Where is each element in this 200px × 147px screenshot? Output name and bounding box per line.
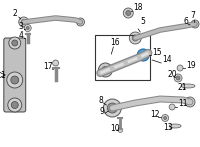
Circle shape bbox=[102, 66, 109, 74]
Text: 11: 11 bbox=[178, 99, 188, 108]
Text: 3: 3 bbox=[18, 22, 23, 31]
Circle shape bbox=[26, 26, 29, 30]
Text: 19: 19 bbox=[186, 61, 196, 70]
Text: 18: 18 bbox=[133, 3, 143, 12]
Text: 2: 2 bbox=[12, 9, 17, 18]
Circle shape bbox=[110, 106, 114, 110]
Text: 4: 4 bbox=[18, 31, 23, 40]
Circle shape bbox=[162, 115, 169, 122]
Text: 8: 8 bbox=[98, 96, 103, 105]
Text: 6: 6 bbox=[184, 17, 188, 26]
Circle shape bbox=[129, 32, 141, 44]
FancyBboxPatch shape bbox=[4, 38, 26, 112]
Text: 13: 13 bbox=[163, 123, 173, 132]
Text: 12: 12 bbox=[150, 110, 160, 119]
Circle shape bbox=[141, 52, 146, 57]
Circle shape bbox=[24, 25, 31, 31]
Circle shape bbox=[103, 99, 121, 117]
Bar bbox=[95, 35, 150, 80]
Text: 20: 20 bbox=[167, 70, 177, 79]
Ellipse shape bbox=[169, 124, 181, 128]
Circle shape bbox=[174, 74, 182, 82]
Circle shape bbox=[21, 20, 26, 25]
Text: 7: 7 bbox=[191, 11, 195, 20]
Text: 17: 17 bbox=[43, 62, 52, 71]
Circle shape bbox=[107, 103, 117, 113]
Ellipse shape bbox=[181, 84, 195, 88]
Circle shape bbox=[19, 17, 29, 27]
Circle shape bbox=[169, 104, 175, 110]
Circle shape bbox=[123, 8, 133, 18]
Circle shape bbox=[137, 49, 149, 61]
Text: 10: 10 bbox=[111, 124, 120, 133]
Text: 16: 16 bbox=[111, 38, 120, 47]
Circle shape bbox=[11, 76, 19, 84]
Circle shape bbox=[9, 37, 21, 49]
Circle shape bbox=[8, 98, 22, 112]
Circle shape bbox=[177, 65, 183, 71]
Circle shape bbox=[7, 72, 23, 88]
Circle shape bbox=[132, 35, 138, 41]
Circle shape bbox=[126, 10, 131, 15]
Circle shape bbox=[185, 97, 195, 107]
Circle shape bbox=[176, 76, 180, 80]
Circle shape bbox=[53, 60, 59, 66]
Text: 5: 5 bbox=[141, 17, 146, 26]
Text: 1: 1 bbox=[0, 71, 5, 80]
Text: 14: 14 bbox=[162, 55, 172, 64]
Circle shape bbox=[11, 101, 18, 108]
Circle shape bbox=[164, 117, 167, 120]
Text: 21: 21 bbox=[177, 83, 187, 92]
Text: 9: 9 bbox=[100, 107, 105, 116]
Circle shape bbox=[191, 20, 199, 28]
Circle shape bbox=[98, 63, 112, 77]
Text: 15: 15 bbox=[152, 48, 162, 57]
Circle shape bbox=[118, 127, 123, 132]
Circle shape bbox=[12, 40, 18, 46]
Circle shape bbox=[77, 18, 84, 26]
